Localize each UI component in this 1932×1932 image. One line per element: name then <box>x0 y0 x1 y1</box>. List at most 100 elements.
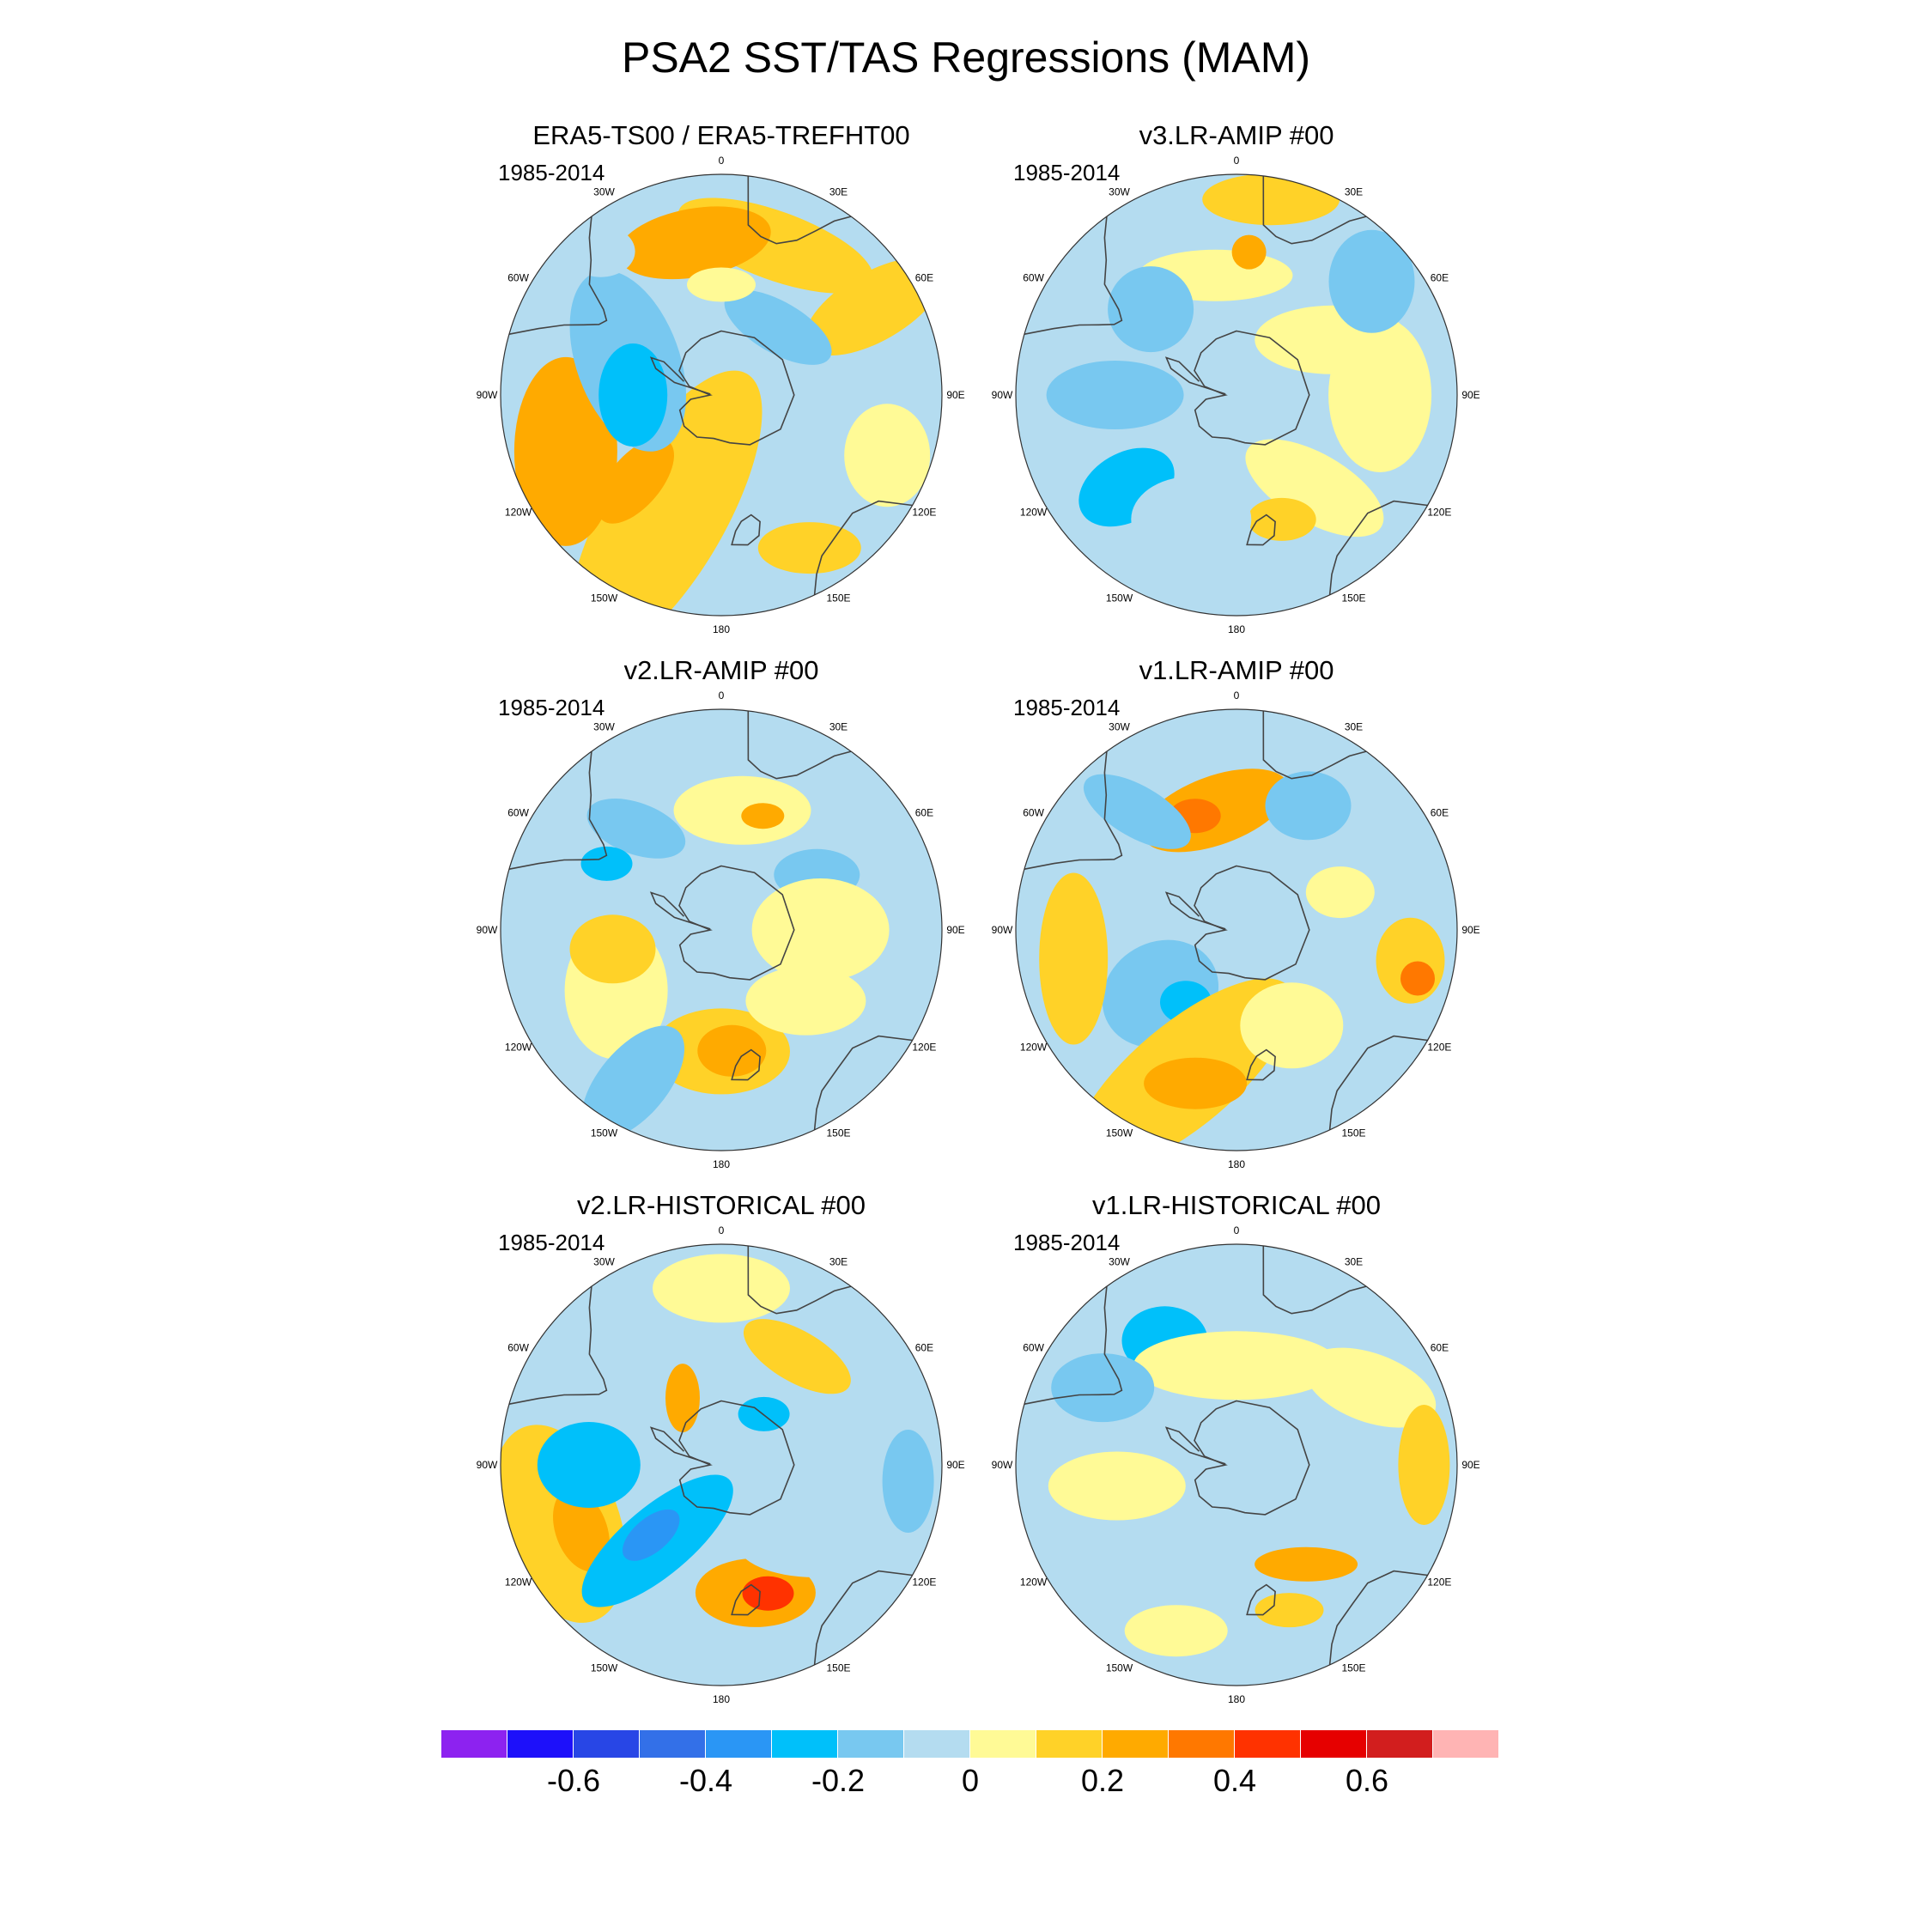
longitude-label: 120E <box>912 1577 936 1589</box>
coastline-antarctica <box>1194 1400 1310 1516</box>
coastline-antarctica <box>678 1400 795 1516</box>
coastline-australia <box>1328 500 1428 595</box>
coastline-antarctic-peninsula <box>1164 1426 1226 1465</box>
longitude-label: 180 <box>713 1158 730 1170</box>
coastline-south-america <box>508 1286 608 1405</box>
anomaly-region <box>1267 1461 1371 1530</box>
longitude-label: 180 <box>713 1693 730 1705</box>
period-label: 1985-2014 <box>498 695 605 720</box>
coastline-antarctic-peninsula <box>649 356 711 395</box>
colorbar-swatch <box>507 1730 574 1758</box>
anomaly-region <box>751 878 890 981</box>
figure-title: PSA2 SST/TAS Regressions (MAM) <box>621 33 1311 82</box>
coastline-new-zealand <box>1246 513 1276 546</box>
longitude-label: 90W <box>477 1459 498 1471</box>
anomaly-region <box>743 1319 851 1394</box>
longitude-label: 120E <box>1427 1042 1451 1054</box>
longitude-label: 150W <box>591 1662 618 1674</box>
anomaly-region <box>622 1509 680 1561</box>
colorbar-tick-label: 0.2 <box>1080 1763 1125 1798</box>
longitude-label: 30E <box>1345 721 1363 733</box>
colorbar-tick-label: -0.2 <box>811 1763 866 1798</box>
longitude-label: 60E <box>915 272 933 284</box>
coastline-south-america <box>1024 216 1123 335</box>
anomaly-region <box>586 799 686 859</box>
longitude-label: 150W <box>1106 1662 1133 1674</box>
polar-map-v3amip: 0 30E 60E 90E 120E 150E 180 150W 120W 90W 60W 30W <box>992 155 1480 635</box>
coastline-africa <box>747 1245 852 1315</box>
longitude-label: 30W <box>1109 1256 1130 1268</box>
anomaly-region <box>1051 1353 1155 1423</box>
map-border <box>500 173 943 617</box>
anomaly-region <box>1240 982 1344 1069</box>
polar-map-v2hist: 0 30E 60E 90E 120E 150E 180 150W 120W 90W 60W 30W <box>477 1224 965 1705</box>
map-border <box>1015 1243 1458 1686</box>
colorbar-tick-label: 0.6 <box>1345 1763 1389 1798</box>
anomaly-region <box>1039 872 1109 1045</box>
coastline-south-america <box>508 751 608 870</box>
longitude-label: 90W <box>477 389 498 401</box>
longitude-label: 60E <box>915 1342 933 1354</box>
panel-title: v2.LR-HISTORICAL #00 <box>577 1190 866 1220</box>
panel-v3amip: v3.LR-AMIP #00 1985-2014 0 30E 60E 90E 120E 1… <box>992 120 1480 635</box>
coastline-australia <box>1328 1035 1428 1130</box>
longitude-label: 90W <box>477 924 498 936</box>
anomaly-region <box>569 914 656 984</box>
longitude-label: 180 <box>1228 1158 1245 1170</box>
anomaly-region <box>1083 774 1191 849</box>
longitude-label: 30E <box>829 1256 848 1268</box>
longitude-label: 90E <box>946 924 964 936</box>
longitude-label: 60W <box>1023 1342 1044 1354</box>
longitude-label: 60E <box>915 807 933 819</box>
colorbar-swatch <box>441 1730 507 1758</box>
longitude-label: 90E <box>946 1459 964 1471</box>
colorbar-swatch <box>772 1730 838 1758</box>
map-border <box>1015 173 1458 617</box>
coastline-south-america <box>1024 751 1123 870</box>
longitude-label: 30W <box>593 186 615 198</box>
coastline-antarctica <box>678 865 795 981</box>
period-label: 1985-2014 <box>1013 695 1121 720</box>
anomaly-region <box>1048 1451 1186 1521</box>
longitude-label: 180 <box>1228 1693 1245 1705</box>
panel-title: v1.LR-HISTORICAL #00 <box>1092 1190 1381 1220</box>
period-label: 1985-2014 <box>1013 160 1121 185</box>
longitude-label: 150E <box>1341 1127 1365 1139</box>
anomaly-region <box>805 258 942 355</box>
anomaly-region <box>1255 1593 1324 1628</box>
panel-v1hist: v1.LR-HISTORICAL #00 1985-2014 0 30E 60E 90… <box>992 1190 1480 1705</box>
coastline-australia <box>813 1570 913 1665</box>
longitude-label: 150E <box>826 592 850 604</box>
colorbar-swatch <box>1169 1730 1235 1758</box>
colorbar-swatch <box>574 1730 640 1758</box>
anomaly-region <box>697 1024 767 1077</box>
anomaly-region <box>1305 866 1375 919</box>
coastline-new-zealand <box>731 1583 761 1616</box>
colorbar-tick-label: -0.6 <box>546 1763 601 1798</box>
period-label: 1985-2014 <box>1013 1230 1121 1255</box>
coastline-antarctic-peninsula <box>649 891 711 930</box>
map-border <box>1015 708 1458 1151</box>
anomaly-region <box>844 404 931 507</box>
anomaly-region <box>1202 174 1340 226</box>
period-label: 1985-2014 <box>498 160 605 185</box>
colorbar-swatch <box>1433 1730 1499 1758</box>
coastline-antarctic-peninsula <box>1164 356 1226 395</box>
anomaly-region <box>553 1488 610 1572</box>
coastline-antarctic-peninsula <box>649 1426 711 1465</box>
anomaly-region <box>1247 497 1316 541</box>
longitude-label: 90W <box>992 389 1013 401</box>
map-border <box>500 1243 943 1686</box>
coastline-south-america <box>1024 1286 1123 1405</box>
panel-era5: ERA5-TS00 / ERA5-TREFHT00 1985-2014 0 30E… <box>477 120 965 635</box>
longitude-label: 60E <box>1431 272 1449 284</box>
coastline-new-zealand <box>1246 1583 1276 1616</box>
longitude-label: 0 <box>719 155 725 167</box>
colorbar-swatch <box>1301 1730 1367 1758</box>
anomaly-region <box>737 1508 892 1577</box>
longitude-label: 60W <box>507 272 529 284</box>
anomaly-region <box>1304 1347 1437 1428</box>
colorbar-swatch <box>838 1730 904 1758</box>
longitude-label: 150W <box>591 592 618 604</box>
coastline-south-america <box>508 216 608 335</box>
